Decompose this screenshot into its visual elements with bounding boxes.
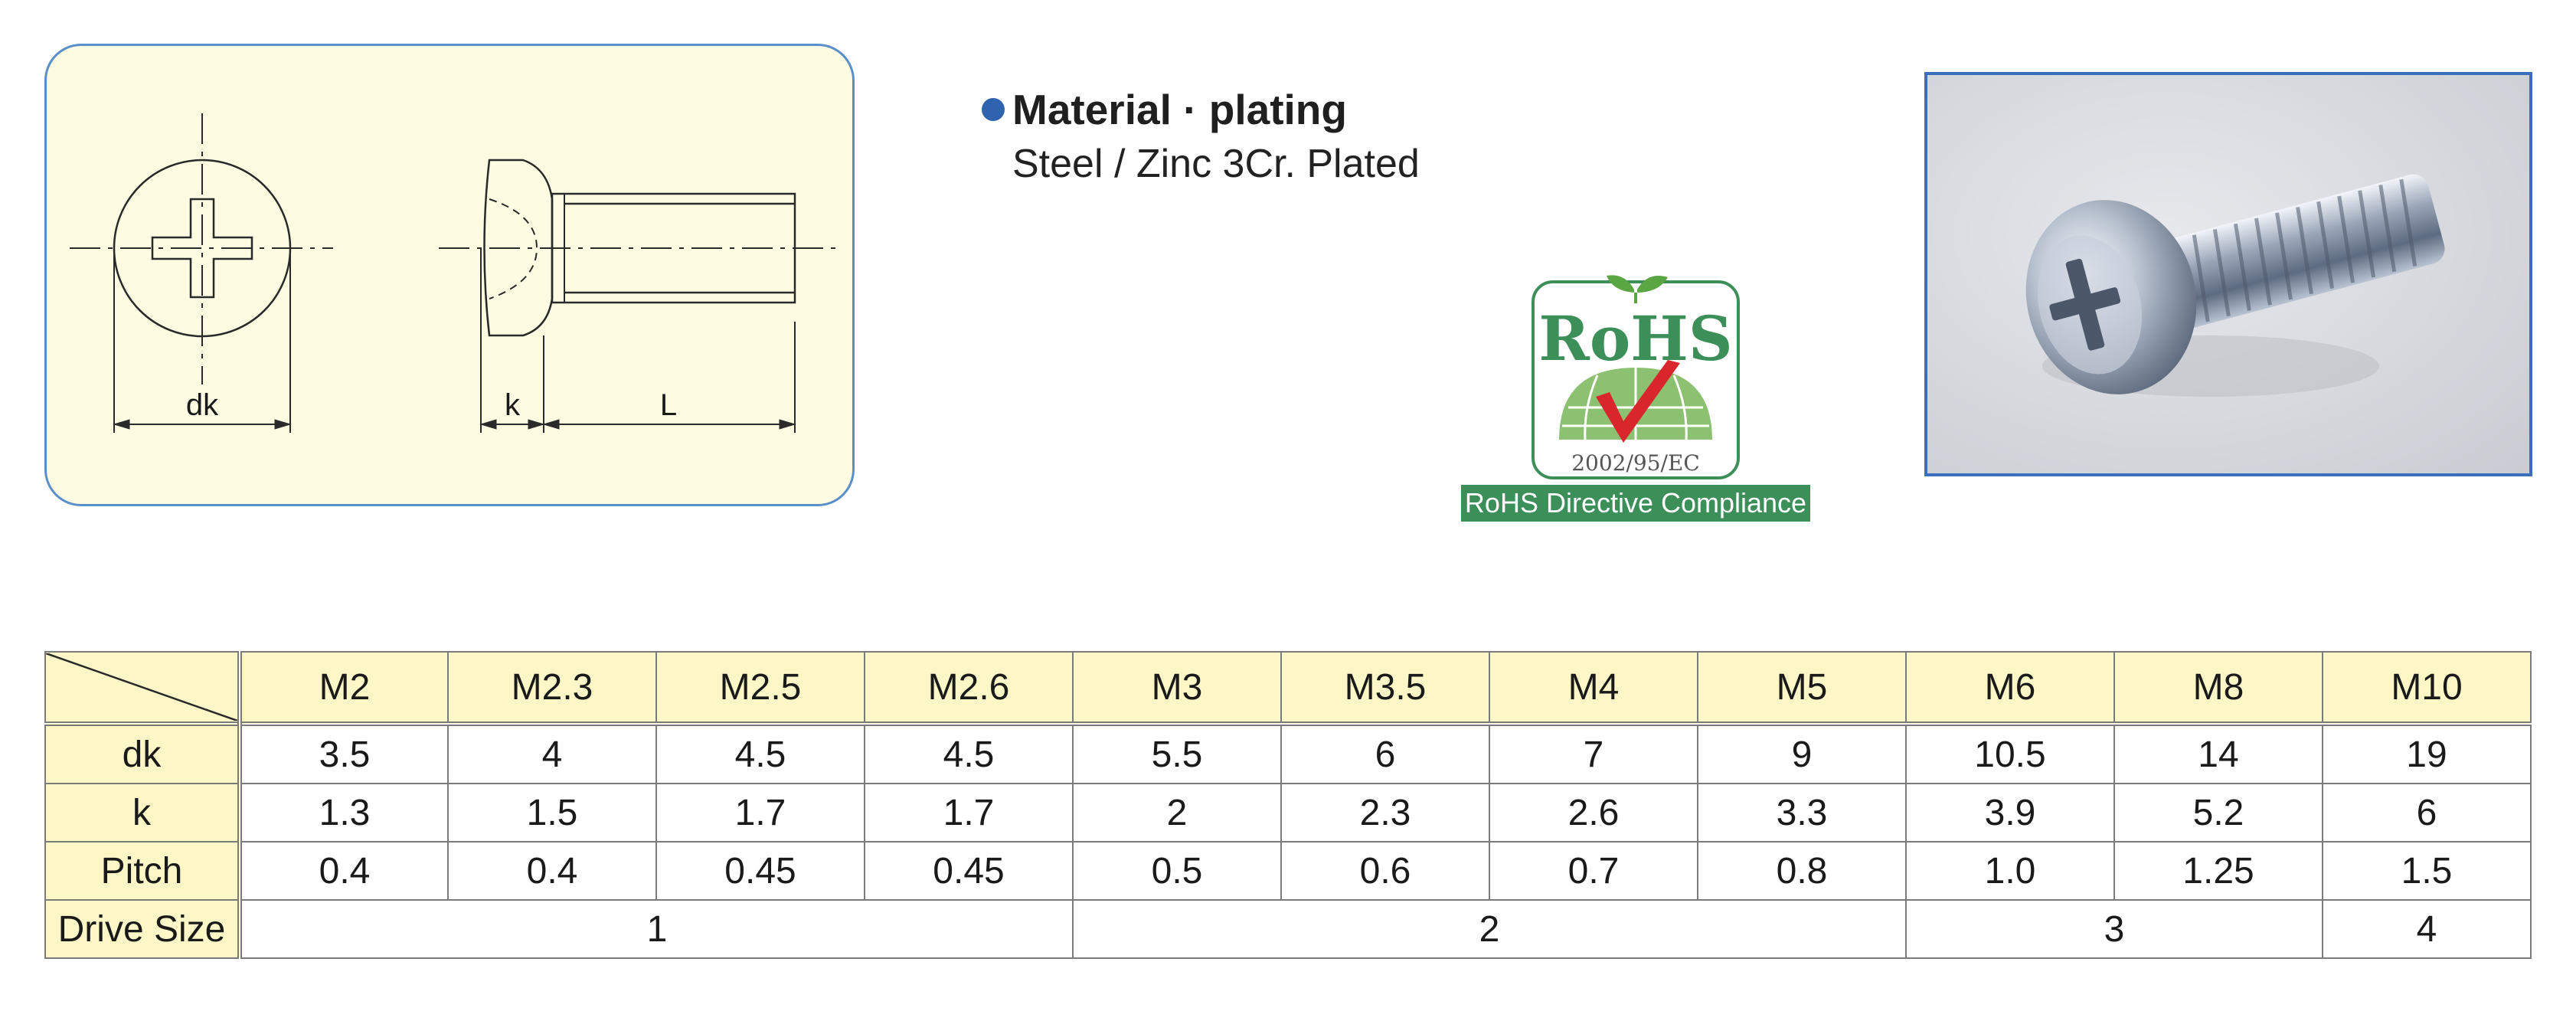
spec-cell: 10.5 (1905, 721, 2115, 784)
spec-cell: 6 (2322, 783, 2532, 842)
rohs-logo-icon: RoHS 2002/95/EC (1532, 275, 1740, 479)
drive-size-cell: 4 (2322, 899, 2532, 959)
spec-cell: 3.3 (1697, 783, 1907, 842)
spec-cell: 5.5 (1072, 721, 1282, 784)
spec-cell: 1.7 (655, 783, 865, 842)
spec-cell: 0.4 (239, 841, 449, 901)
spec-cell: 5.2 (2113, 783, 2323, 842)
spec-table-corner-cell (44, 651, 242, 725)
diagonal-line-icon (46, 653, 237, 721)
size-header-cell: M2.5 (655, 651, 865, 725)
rohs-mark-text: RoHS (1538, 303, 1732, 375)
material-section: Material · plating Steel / Zinc 3Cr. Pla… (982, 83, 1420, 187)
spec-cell: 0.8 (1697, 841, 1907, 901)
spec-cell: 1.3 (239, 783, 449, 842)
spec-cell: 3.5 (239, 721, 449, 784)
size-header-cell: M3.5 (1280, 651, 1490, 725)
size-header-cell: M8 (2113, 651, 2323, 725)
spec-cell: 14 (2113, 721, 2323, 784)
spec-cell: 1.0 (1905, 841, 2115, 901)
screw-head-side-outline (483, 159, 554, 337)
drive-size-cell: 2 (1072, 899, 1907, 959)
spec-table: M2 M2.3 M2.5 M2.6 M3 M3.5 M4 M5 M6 M8 M1… (44, 651, 2532, 959)
spec-cell: 0.45 (655, 841, 865, 901)
drive-size-cell: 1 (239, 899, 1074, 959)
material-value: Steel / Zinc 3Cr. Plated (1012, 142, 1420, 186)
spec-row-dk: dk 3.5 4 4.5 4.5 5.5 6 7 9 10.5 14 19 (44, 721, 2532, 784)
drive-size-cell: 3 (1905, 899, 2323, 959)
row-label-drive-size: Drive Size (44, 899, 242, 959)
row-label-pitch: Pitch (44, 841, 242, 901)
spec-row-pitch: Pitch 0.4 0.4 0.45 0.45 0.5 0.6 0.7 0.8 … (44, 841, 2532, 901)
spec-table-header-row: M2 M2.3 M2.5 M2.6 M3 M3.5 M4 M5 M6 M8 M1… (44, 651, 2532, 725)
spec-cell: 1.7 (864, 783, 1074, 842)
spec-cell: 3.9 (1905, 783, 2115, 842)
rohs-directive-code: 2002/95/EC (1571, 450, 1700, 476)
spec-cell: 7 (1489, 721, 1698, 784)
spec-cell: 4.5 (655, 721, 865, 784)
rohs-caption: RoHS Directive Compliance (1461, 485, 1810, 522)
spec-cell: 4.5 (864, 721, 1074, 784)
technical-drawing-panel: dk k L (44, 44, 855, 506)
spec-cell: 0.6 (1280, 841, 1490, 901)
spec-cell: 2 (1072, 783, 1282, 842)
spec-cell: 0.7 (1489, 841, 1698, 901)
dimension-label-L: L (660, 388, 677, 422)
spec-cell: 0.5 (1072, 841, 1282, 901)
spec-cell: 4 (447, 721, 657, 784)
phillips-recess-outline (151, 198, 253, 299)
spec-cell: 2.6 (1489, 783, 1698, 842)
spec-cell: 1.25 (2113, 841, 2323, 901)
size-header-cell: M10 (2322, 651, 2532, 725)
dimension-label-dk: dk (186, 388, 219, 422)
spec-cell: 0.4 (447, 841, 657, 901)
material-title: Material · plating (1012, 86, 1347, 133)
rohs-badge: RoHS 2002/95/EC RoHS Directive Complianc… (1461, 270, 1810, 522)
spec-row-drive-size: Drive Size 1 2 3 4 (44, 899, 2532, 959)
spec-row-k: k 1.3 1.5 1.7 1.7 2 2.3 2.6 3.3 3.9 5.2 … (44, 783, 2532, 842)
size-header-cell: M6 (1905, 651, 2115, 725)
size-header-cell: M2 (239, 651, 449, 725)
spec-cell: 0.45 (864, 841, 1074, 901)
size-header-cell: M4 (1489, 651, 1698, 725)
size-header-cell: M2.6 (864, 651, 1074, 725)
spec-cell: 9 (1697, 721, 1907, 784)
size-header-cell: M2.3 (447, 651, 657, 725)
pan-head-phillips-screw-icon (2025, 174, 2445, 397)
row-label-k: k (44, 783, 242, 842)
spec-cell: 1.5 (447, 783, 657, 842)
size-header-cell: M3 (1072, 651, 1282, 725)
spec-cell: 2.3 (1280, 783, 1490, 842)
bullet-icon (982, 98, 1005, 121)
spec-cell: 1.5 (2322, 841, 2532, 901)
screw-dimension-drawing: dk k L (70, 113, 842, 433)
size-header-cell: M5 (1697, 651, 1907, 725)
row-label-dk: dk (44, 721, 242, 784)
product-photo (1924, 72, 2532, 476)
dimension-label-k: k (505, 388, 521, 422)
spec-cell: 19 (2322, 721, 2532, 784)
spec-cell: 6 (1280, 721, 1490, 784)
